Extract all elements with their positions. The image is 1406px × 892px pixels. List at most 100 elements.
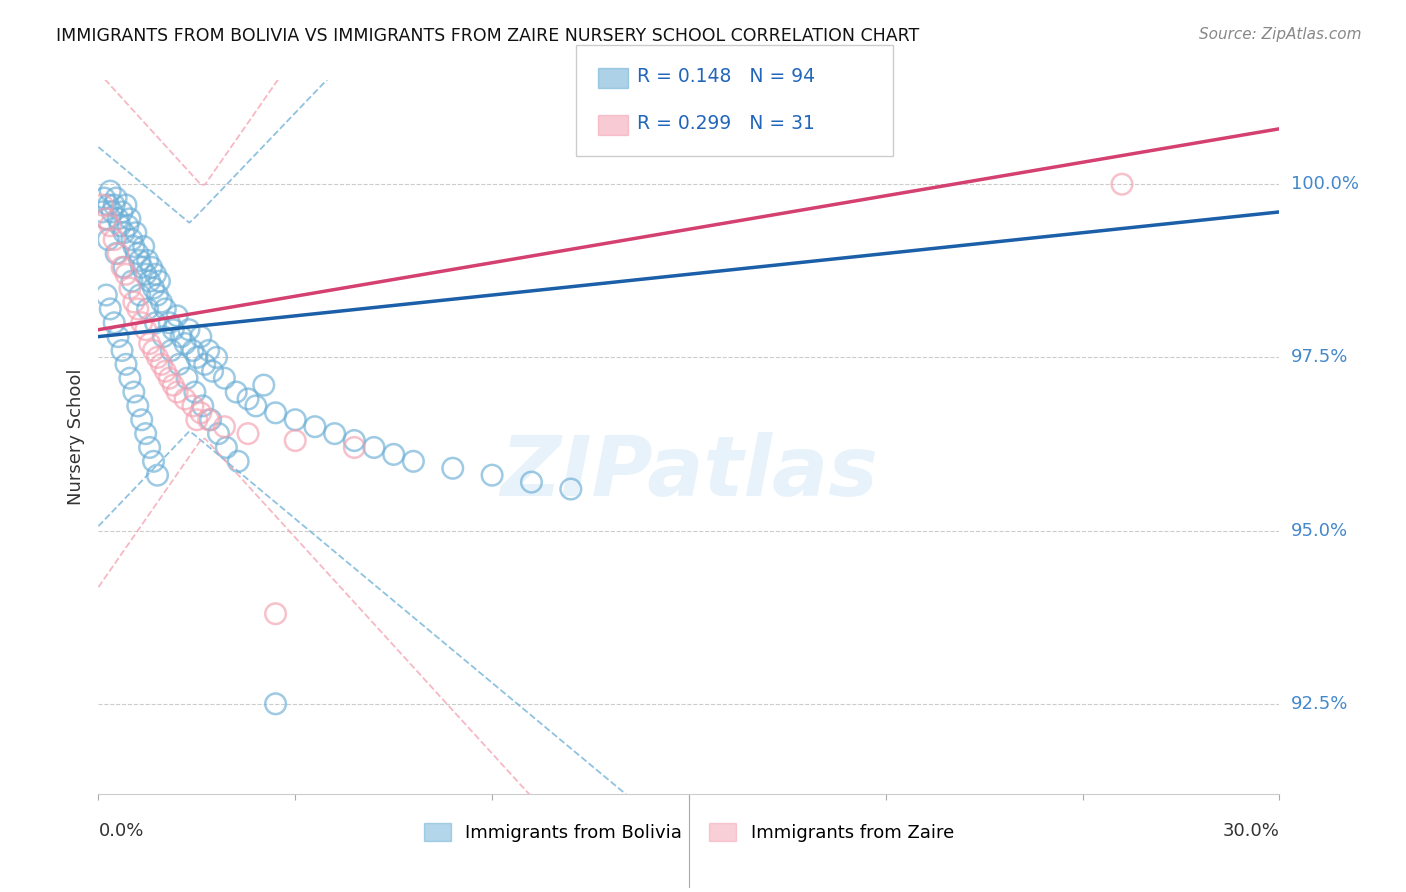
Point [138, 274, 160, 288]
Point [184, 385, 207, 400]
Point [176, 371, 198, 385]
Point [132, 239, 155, 253]
Point [197, 343, 219, 358]
Point [264, 607, 287, 621]
Point [155, 364, 177, 378]
Point [194, 357, 217, 371]
Point [97, 198, 120, 212]
Point [170, 329, 193, 343]
Point [253, 378, 276, 392]
Point [190, 406, 212, 420]
Point [107, 329, 129, 343]
Point [128, 288, 150, 302]
Point [148, 274, 170, 288]
Point [127, 246, 149, 260]
Point [146, 351, 169, 365]
Point [152, 329, 174, 343]
Point [190, 329, 212, 343]
Point [157, 316, 180, 330]
Point [174, 392, 197, 406]
Point [1111, 178, 1133, 192]
Point [136, 301, 159, 316]
Point [138, 441, 160, 455]
Point [118, 371, 141, 385]
Point [215, 441, 238, 455]
Point [141, 260, 163, 275]
Point [146, 468, 169, 483]
Point [160, 343, 183, 358]
Point [127, 301, 149, 316]
Point [111, 343, 134, 358]
Text: IMMIGRANTS FROM BOLIVIA VS IMMIGRANTS FROM ZAIRE NURSERY SCHOOL CORRELATION CHAR: IMMIGRANTS FROM BOLIVIA VS IMMIGRANTS FR… [56, 27, 920, 45]
Point [107, 246, 129, 260]
Point [245, 399, 267, 413]
Text: 92.5%: 92.5% [1291, 695, 1348, 713]
Text: R = 0.299   N = 31: R = 0.299 N = 31 [637, 114, 815, 134]
Point [150, 295, 173, 310]
Text: 30.0%: 30.0% [1223, 822, 1279, 840]
Point [323, 426, 346, 441]
Point [115, 357, 138, 371]
Text: R = 0.148   N = 94: R = 0.148 N = 94 [637, 67, 815, 87]
Point [135, 426, 157, 441]
Point [150, 357, 173, 371]
Point [146, 288, 169, 302]
Point [264, 406, 287, 420]
Point [145, 267, 167, 281]
Point [481, 468, 503, 483]
Point [91, 205, 114, 219]
Text: 100.0%: 100.0% [1291, 175, 1358, 194]
Point [181, 343, 204, 358]
Point [105, 246, 128, 260]
Point [111, 260, 134, 275]
Point [186, 413, 208, 427]
Point [131, 413, 153, 427]
Point [107, 211, 129, 226]
Point [157, 371, 180, 385]
Point [131, 260, 153, 275]
Point [108, 219, 131, 233]
Legend: Immigrants from Bolivia, Immigrants from Zaire: Immigrants from Bolivia, Immigrants from… [416, 815, 962, 849]
Point [441, 461, 464, 475]
Point [127, 399, 149, 413]
Point [142, 454, 165, 468]
Point [343, 434, 366, 448]
Point [174, 336, 197, 351]
Point [225, 385, 247, 400]
Text: 0.0%: 0.0% [98, 822, 143, 840]
Point [111, 205, 134, 219]
Point [118, 281, 141, 295]
Text: ZIPatlas: ZIPatlas [501, 433, 877, 513]
Point [115, 267, 138, 281]
Point [214, 371, 236, 385]
Point [136, 253, 159, 268]
Point [103, 316, 125, 330]
Point [105, 191, 128, 205]
Point [122, 239, 145, 253]
Point [96, 288, 118, 302]
Point [177, 323, 200, 337]
Point [98, 301, 121, 316]
Point [181, 399, 204, 413]
Point [91, 198, 114, 212]
Point [101, 205, 124, 219]
Point [166, 385, 188, 400]
Point [236, 392, 259, 406]
Point [226, 454, 249, 468]
Point [103, 198, 125, 212]
Point [138, 336, 160, 351]
Point [128, 253, 150, 268]
Point [343, 441, 366, 455]
Point [197, 413, 219, 427]
Point [121, 233, 143, 247]
Point [162, 378, 184, 392]
Point [118, 211, 141, 226]
Point [363, 441, 385, 455]
Point [236, 426, 259, 441]
Point [155, 301, 177, 316]
Point [205, 351, 228, 365]
Point [96, 211, 118, 226]
Point [117, 219, 139, 233]
Point [214, 419, 236, 434]
Point [142, 343, 165, 358]
